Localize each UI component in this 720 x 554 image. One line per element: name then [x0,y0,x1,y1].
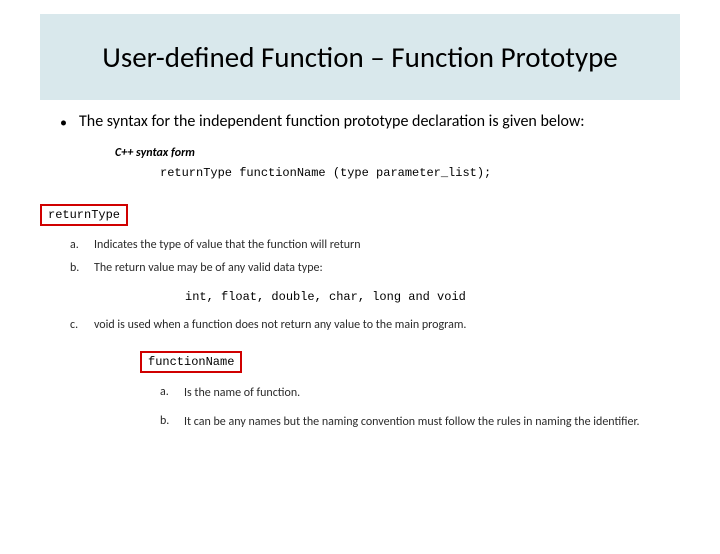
slide-title-banner: User-defined Function – Function Prototy… [40,14,680,100]
return-type-list: a. Indicates the type of value that the … [70,234,720,337]
function-name-box: functionName [140,351,242,373]
list-marker: a. [70,234,94,257]
list-marker: c. [70,314,94,337]
list-marker: b. [70,257,94,280]
list-item: c. void is used when a function does not… [70,314,720,337]
list-item: b. It can be any names but the naming co… [160,410,720,435]
list-marker: b. [160,410,184,435]
bullet-text: The syntax for the independent function … [79,112,585,132]
bullet-marker: • [60,114,67,131]
intro-bullet: • The syntax for the independent functio… [60,112,680,132]
list-text: Is the name of function. [184,381,674,406]
list-text: It can be any names but the naming conve… [184,410,674,435]
list-text: The return value may be of any valid dat… [94,257,323,280]
slide-title: User-defined Function – Function Prototy… [102,40,618,75]
return-type-box: returnType [40,204,128,226]
list-item: b. The return value may be of any valid … [70,257,720,280]
list-item: a. Is the name of function. [160,381,720,406]
function-name-list: a. Is the name of function. b. It can be… [160,381,720,435]
syntax-line: returnType functionName (type parameter_… [160,166,720,180]
data-types-line: int, float, double, char, long and void [185,286,720,309]
syntax-form-label: C++ syntax form [115,146,720,160]
list-item: a. Indicates the type of value that the … [70,234,720,257]
list-text: Indicates the type of value that the fun… [94,234,361,257]
list-text: void is used when a function does not re… [94,314,466,337]
list-marker: a. [160,381,184,406]
